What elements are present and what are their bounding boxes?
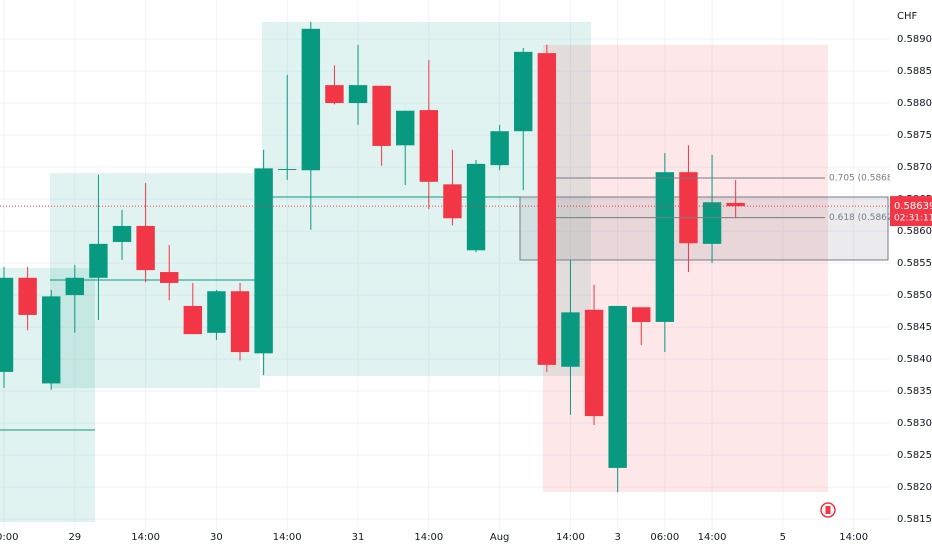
fib-label: 0.705 (0.58683): [829, 173, 902, 183]
candle-body: [136, 225, 155, 271]
last-price-box: [890, 196, 932, 227]
candle-body: [702, 202, 722, 244]
countdown-label: 02:31:11: [894, 214, 932, 224]
candle-body: [537, 53, 557, 365]
fib-label: 0.618 (0.58621): [829, 213, 902, 223]
x-tick-label: 14:00: [698, 532, 727, 543]
candle-body: [65, 277, 85, 296]
price-axis: [890, 0, 932, 530]
x-tick-label: 31: [352, 532, 365, 543]
candle-body: [301, 28, 321, 171]
x-tick-label: 14:00: [556, 532, 585, 543]
candle-body: [466, 163, 486, 251]
x-tick-label: 00:00: [0, 532, 18, 543]
x-tick-label: 06:00: [650, 532, 679, 543]
last-price-label: 0.58639: [894, 201, 932, 212]
candle-body: [207, 291, 226, 333]
candle-body: [584, 309, 604, 417]
candle-body: [443, 184, 462, 219]
candle-body: [254, 168, 273, 354]
candle-body: [89, 243, 108, 278]
currency-label: CHF: [897, 11, 918, 22]
x-tick-label: 14:00: [839, 532, 868, 543]
candle-body: [230, 291, 250, 353]
candle-body: [112, 225, 132, 242]
x-tick-label: Aug: [490, 532, 510, 543]
candle-body: [514, 51, 533, 132]
candle-body: [632, 307, 651, 322]
candle-body: [0, 277, 14, 372]
candles: 0.705 (0.58683) 0.618 (0.58621): [0, 21, 902, 493]
candle-body: [325, 85, 344, 104]
event-icon-flag: [825, 506, 831, 514]
candle-body: [372, 85, 391, 146]
x-tick-label: 5: [780, 532, 786, 543]
x-tick-label: 29: [68, 532, 81, 543]
candle-body: [608, 305, 627, 468]
y-tick-label: 0.58900: [897, 34, 932, 45]
time-axis: [0, 530, 932, 550]
x-tick-label: 30: [210, 532, 223, 543]
x-tick-label: 14:00: [131, 532, 160, 543]
x-tick-label: 3: [614, 532, 620, 543]
x-tick-label: 14:00: [414, 532, 443, 543]
candle-body: [419, 110, 439, 182]
position-box: [543, 45, 828, 492]
candle-body: [561, 312, 580, 367]
candle-body: [396, 110, 415, 146]
candle-body: [183, 305, 203, 335]
candle-body: [348, 85, 368, 104]
candle-body: [679, 172, 698, 244]
candle-body: [42, 296, 61, 384]
candle-body: [726, 202, 745, 207]
candle-body: [18, 277, 37, 315]
candle-body: [160, 272, 179, 283]
candle-body: [655, 172, 675, 322]
x-tick-label: 14:00: [273, 532, 302, 543]
candle-body: [490, 131, 509, 166]
candle-body: [278, 168, 297, 170]
